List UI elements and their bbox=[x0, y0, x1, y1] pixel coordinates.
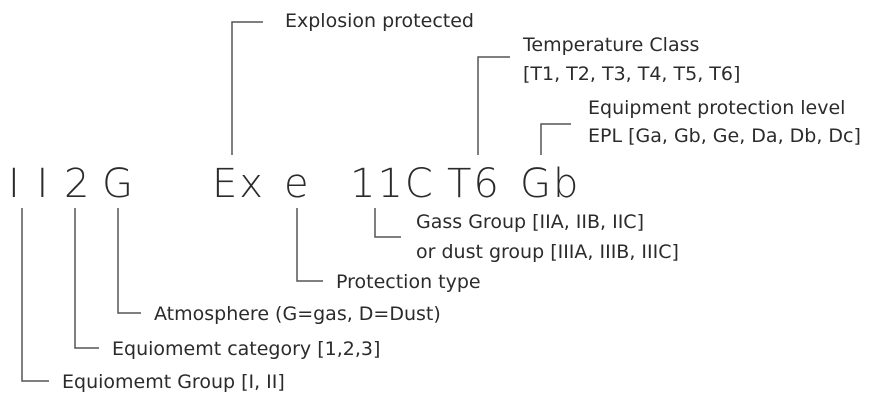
connector bbox=[21, 208, 49, 382]
note: Equiomemt Group [I, II] bbox=[62, 371, 285, 393]
code-part: 11C bbox=[350, 161, 435, 207]
code-row: I I 2 G Ex e 11C T6 Gb bbox=[8, 161, 580, 207]
connector bbox=[374, 208, 401, 238]
note: Equipment protection level bbox=[588, 97, 845, 119]
connector bbox=[231, 21, 263, 155]
connector bbox=[477, 56, 510, 155]
code-part: e bbox=[284, 161, 311, 207]
note: Atmosphere (G=gas, D=Dust) bbox=[154, 303, 441, 325]
note: Temperature Class bbox=[522, 34, 699, 56]
notes: Explosion protected Temperature Class [T… bbox=[62, 10, 861, 393]
note: EPL [Ga, Gb, Ge, Da, Db, Dc] bbox=[588, 125, 861, 147]
code-part: I I bbox=[8, 161, 50, 207]
connector bbox=[117, 208, 141, 314]
code-part: Ex bbox=[212, 161, 265, 207]
note: Protection type bbox=[336, 271, 481, 293]
note: Equiomemt category [1,2,3] bbox=[112, 338, 380, 360]
connector bbox=[540, 123, 571, 155]
note: [T1, T2, T3, T4, T5, T6] bbox=[523, 63, 740, 85]
note: or dust group [IIIA, IIIB, IIIC] bbox=[416, 241, 679, 263]
code-part: G bbox=[102, 161, 135, 207]
code-part: 2 bbox=[64, 161, 91, 207]
note: Explosion protected bbox=[285, 10, 474, 32]
connectors bbox=[21, 21, 571, 382]
code-part: Gb bbox=[520, 161, 580, 207]
connector bbox=[296, 208, 323, 282]
note: Gass Group [IIA, IIB, IIC] bbox=[416, 211, 644, 233]
code-part: T6 bbox=[447, 161, 501, 207]
connector bbox=[74, 208, 99, 349]
